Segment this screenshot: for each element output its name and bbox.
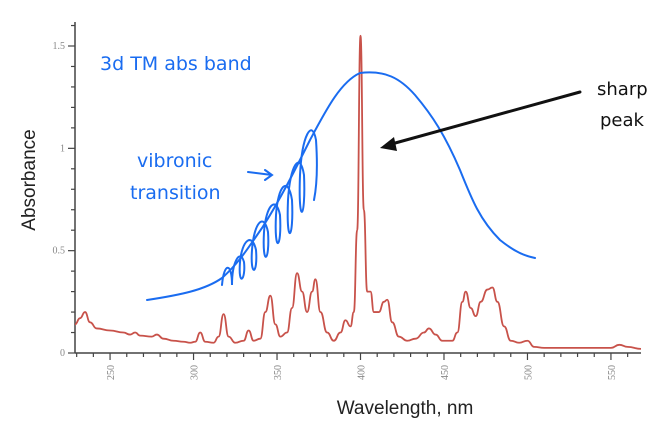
x-tick-label: 250 [106,365,117,380]
y-tick-label: 1.5 [53,41,66,52]
vibronic-arrow [247,169,274,181]
vibronic-loops [221,129,318,286]
axes [68,22,641,360]
peak-annotation-line2: peak [600,110,645,131]
arrow-head-icon [380,137,397,151]
x-axis-label: Wavelength, nm [337,398,474,419]
spectrum-line [74,34,642,350]
x-tick-label: 300 [190,365,201,380]
y-tick-label: 0 [60,348,65,359]
peak-annotation-line1: sharp [597,79,648,100]
x-tick-label: 400 [357,365,368,380]
vibronic-annotation-line1: vibronic [137,150,212,172]
y-tick-label: 1 [60,143,65,154]
broad-band-curve [146,71,536,301]
y-tick-label: 0.5 [53,246,66,257]
tick-labels: 250 300 350 400 450 500 550 0 0.5 1 1.5 [53,41,618,380]
sharp-peak-arrow [386,90,582,147]
vibronic-annotation-line2: transition [130,182,221,204]
band-annotation: 3d TM abs band [100,53,252,75]
x-tick-label: 450 [440,365,451,380]
x-tick-label: 550 [607,365,618,380]
y-axis-label: Absorbance [19,129,40,230]
x-tick-label: 350 [273,365,284,380]
x-tick-label: 500 [523,365,534,380]
